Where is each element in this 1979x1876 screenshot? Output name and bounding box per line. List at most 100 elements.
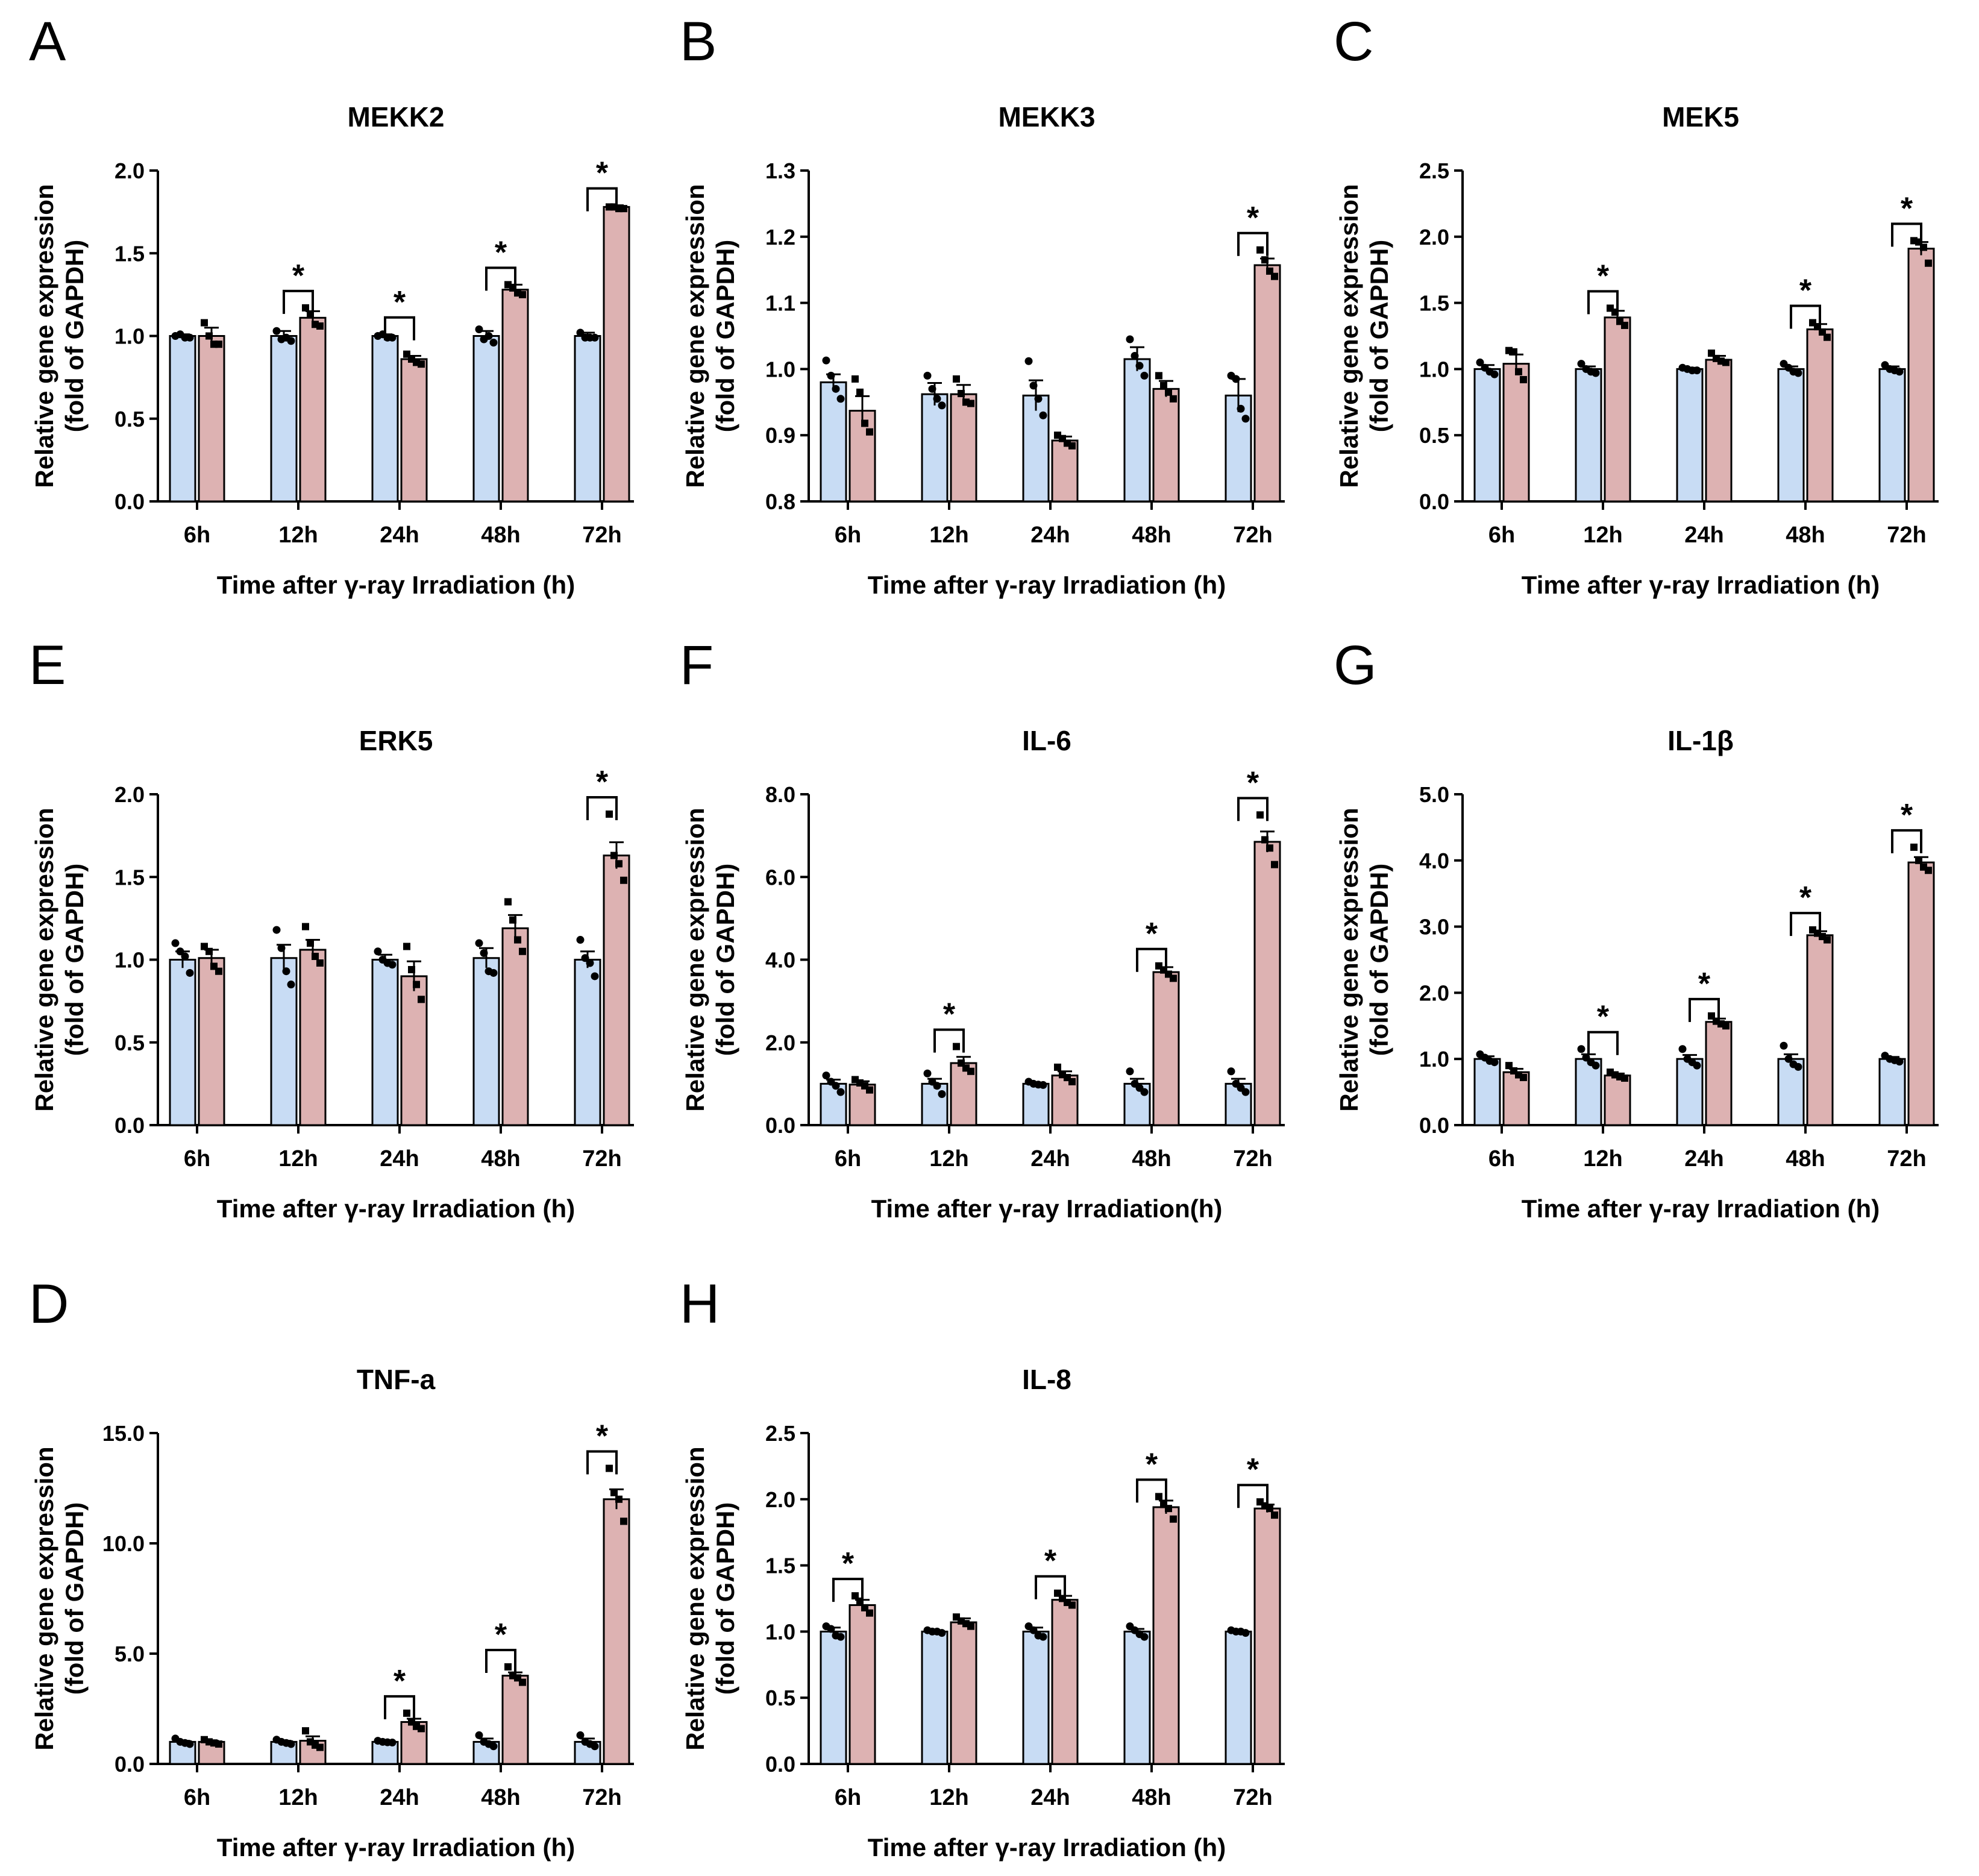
bar-control (1878, 368, 1906, 503)
category-label: 24h (1030, 522, 1070, 548)
data-point-irradiated (620, 1517, 627, 1525)
data-point-control (1140, 1633, 1149, 1641)
panel-letter: C (1334, 11, 1373, 72)
significance-star: * (943, 997, 956, 1032)
data-point-irradiated (967, 1067, 974, 1075)
significance-bracket (832, 1578, 864, 1602)
bar-irradiated (603, 855, 630, 1126)
significance-bracket (1891, 829, 1922, 853)
significance-star: * (1901, 798, 1913, 833)
data-point-irradiated (1520, 1073, 1527, 1081)
y-tick-label: 15.0 (102, 1421, 145, 1446)
panel-letter: A (29, 11, 66, 72)
bar-irradiated (603, 1498, 630, 1765)
significance-star: * (842, 1546, 855, 1581)
y-tick-label: 1.5 (765, 1554, 795, 1578)
y-axis-label: Relative gene expression (1335, 184, 1363, 488)
significance-bracket (586, 1450, 618, 1475)
significance-star: * (1799, 274, 1812, 309)
bar-irradiated (1253, 841, 1281, 1126)
y-tick-label: 0.0 (114, 489, 145, 514)
data-point-control (475, 939, 483, 947)
category-label: 24h (1030, 1146, 1070, 1172)
y-axis-label: Relative gene expression (681, 808, 709, 1111)
data-point-control (480, 949, 488, 958)
data-point-control (1895, 368, 1904, 376)
bar-control (1575, 368, 1602, 503)
y-tick-label: 1.0 (1419, 357, 1449, 381)
data-point-control (1024, 357, 1033, 365)
data-point-irradiated (1160, 381, 1167, 389)
data-point-irradiated (1170, 1515, 1177, 1523)
category-label: 72h (582, 1785, 621, 1810)
data-point-control (1241, 1088, 1250, 1096)
data-point-irradiated (953, 375, 960, 383)
y-tick-label: 4.0 (1419, 849, 1449, 873)
significance-bracket (1587, 1031, 1619, 1055)
data-point-control (1895, 1058, 1904, 1066)
x-axis-label: Time after γ-ray Irradiation (h) (1522, 571, 1880, 599)
data-point-control (933, 395, 941, 403)
data-point-control (822, 1071, 830, 1080)
y-tick-label: 0.0 (114, 1752, 145, 1777)
data-point-irradiated (620, 876, 627, 884)
data-point-irradiated (615, 860, 623, 868)
category-label: 24h (380, 1146, 419, 1172)
data-point-irradiated (1261, 256, 1269, 264)
data-point-control (933, 1082, 941, 1090)
bar-irradiated (1051, 439, 1079, 503)
y-tick-label: 0.5 (114, 1031, 145, 1055)
y-tick-label: 1.0 (114, 948, 145, 973)
data-point-irradiated (1925, 259, 1932, 267)
significance-star: * (495, 235, 507, 270)
significance-bracket (1587, 290, 1619, 315)
data-point-control (1034, 395, 1043, 403)
category-label: 6h (184, 1785, 210, 1810)
data-point-control (1592, 369, 1600, 377)
bar-control (1022, 1630, 1050, 1765)
panel-letter: D (29, 1273, 69, 1335)
data-point-control (186, 1740, 194, 1748)
significance-bracket (933, 1028, 965, 1053)
category-label: 48h (1132, 522, 1171, 548)
data-point-irradiated (418, 1725, 425, 1733)
data-point-irradiated (403, 943, 410, 950)
data-point-control (591, 333, 599, 342)
significance-star: * (292, 259, 305, 293)
data-point-control (287, 337, 295, 345)
data-point-control (1029, 381, 1038, 390)
significance-star: * (1597, 259, 1610, 293)
category-label: 12h (929, 522, 968, 548)
data-point-control (1126, 335, 1134, 344)
data-point-irradiated (215, 1740, 222, 1748)
y-tick-label: 2.5 (1419, 158, 1449, 183)
panel-letter: H (680, 1273, 720, 1335)
data-point-irradiated (205, 332, 213, 340)
data-point-control (938, 1090, 946, 1099)
data-point-irradiated (1621, 1074, 1628, 1082)
bar-control (371, 959, 399, 1126)
y-tick-label: 0.5 (765, 1686, 795, 1710)
data-point-control (489, 1742, 498, 1751)
category-label: 48h (1786, 1146, 1825, 1172)
y-tick-label: 2.0 (765, 1031, 795, 1055)
data-point-irradiated (852, 375, 859, 383)
bar-control (574, 335, 601, 503)
bar-irradiated (1705, 1021, 1733, 1126)
data-point-control (576, 328, 585, 337)
data-point-irradiated (403, 1709, 410, 1717)
y-tick-label: 4.0 (765, 948, 795, 973)
panel-letter: G (1334, 635, 1377, 696)
bar-irradiated (1705, 359, 1733, 503)
category-label: 72h (1233, 522, 1272, 548)
y-tick-label: 2.0 (1419, 225, 1449, 249)
data-point-control (1693, 1061, 1701, 1070)
data-point-irradiated (1910, 843, 1918, 851)
significance-star: * (495, 1617, 507, 1652)
bar-control (1676, 1058, 1704, 1126)
data-point-irradiated (615, 1495, 623, 1503)
data-point-control (1135, 362, 1144, 370)
y-tick-label: 0.0 (114, 1113, 145, 1138)
data-point-irradiated (504, 1663, 512, 1671)
